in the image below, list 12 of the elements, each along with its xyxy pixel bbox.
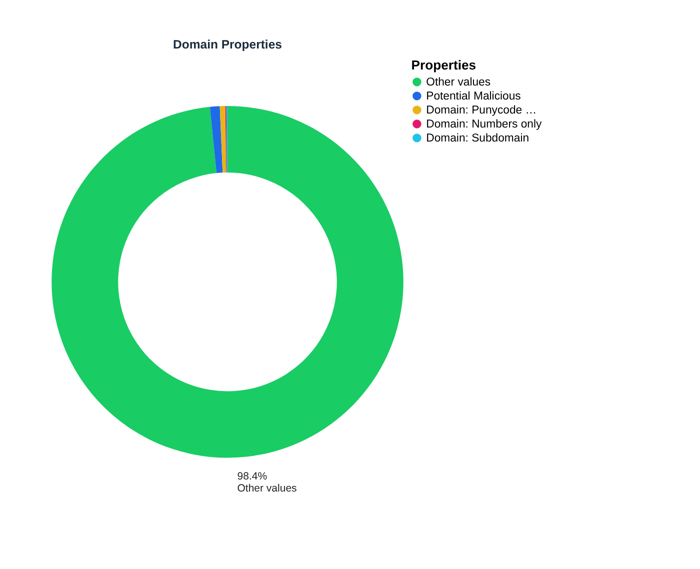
legend-title: Properties: [411, 57, 476, 72]
legend-label: Domain: Numbers only: [426, 118, 542, 130]
donut-slice: [210, 106, 223, 174]
legend-label: Potential Malicious: [426, 90, 522, 102]
legend-label: Domain: Subdomain: [426, 132, 530, 144]
donut-slice: [220, 106, 226, 173]
data-label: 98.4%: [237, 470, 268, 482]
slice-label: Other values: [237, 482, 297, 495]
donut-slice: [52, 106, 404, 458]
legend-label: Domain: Punycode …: [426, 104, 537, 116]
chart-title: Domain Properties: [173, 37, 282, 52]
legend-label: Other values: [426, 76, 491, 88]
